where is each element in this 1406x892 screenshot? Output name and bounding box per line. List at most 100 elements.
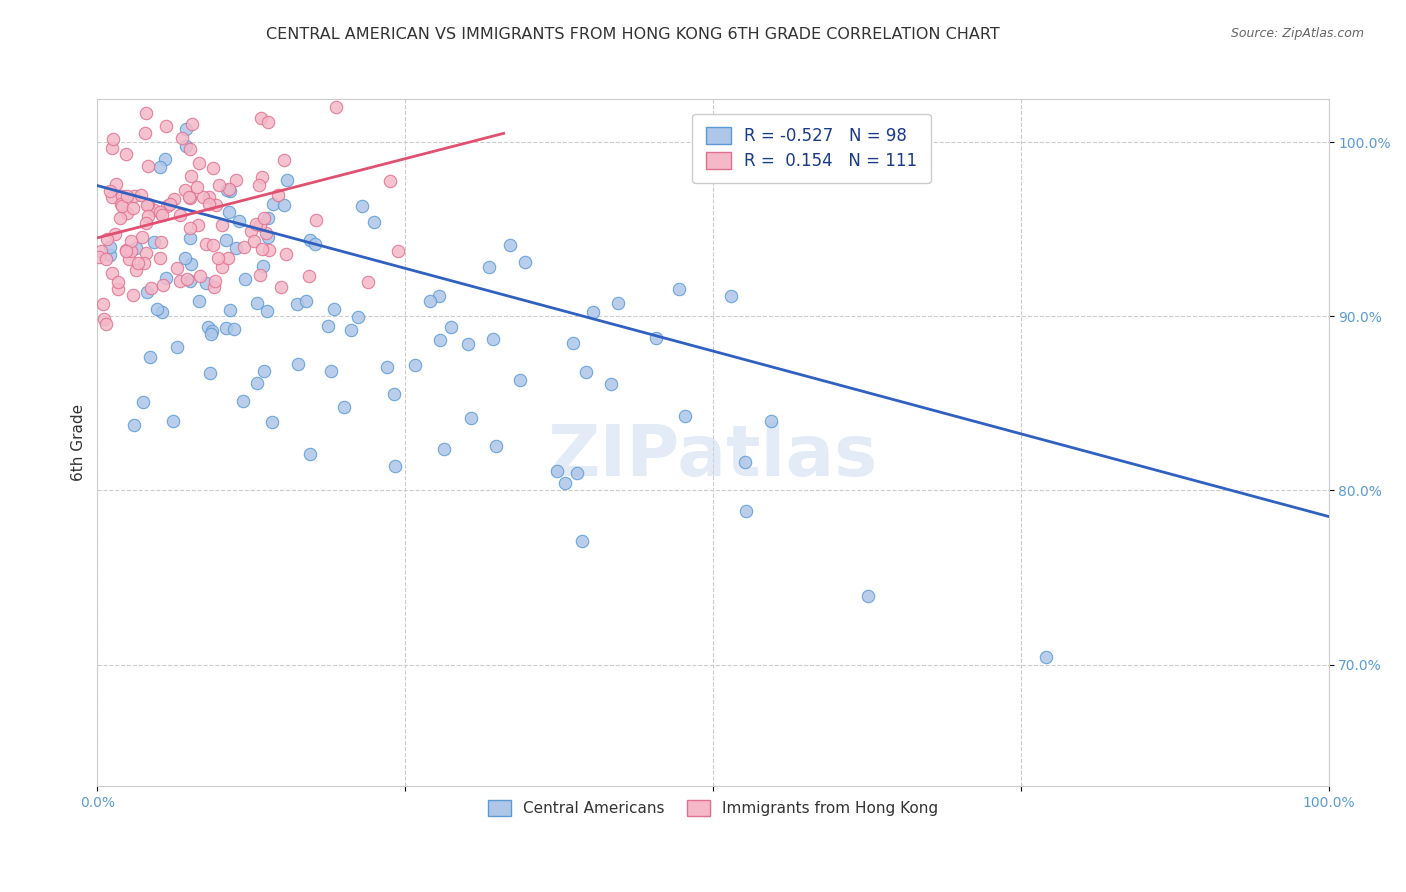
Point	[382, 387, 405, 401]
Point	[138, 350, 160, 364]
Point	[419, 294, 441, 309]
Point	[174, 122, 197, 136]
Point	[150, 208, 173, 222]
Point	[107, 275, 129, 289]
Point	[257, 243, 280, 257]
Point	[141, 281, 163, 295]
Point	[93, 312, 115, 326]
Point	[115, 189, 138, 203]
Point	[404, 358, 426, 372]
Point	[101, 266, 124, 280]
Point	[565, 466, 588, 480]
Point	[554, 475, 576, 490]
Point	[110, 197, 132, 211]
Point	[179, 191, 201, 205]
Point	[132, 394, 155, 409]
Point	[188, 269, 211, 284]
Point	[276, 247, 298, 261]
Point	[254, 227, 277, 241]
Point	[173, 183, 195, 197]
Point	[98, 184, 121, 198]
Point	[250, 111, 273, 125]
Point	[668, 282, 690, 296]
Point	[197, 190, 219, 204]
Y-axis label: 6th Grade: 6th Grade	[72, 404, 86, 481]
Point	[101, 141, 124, 155]
Point	[159, 196, 181, 211]
Point	[134, 126, 156, 140]
Point	[607, 296, 630, 310]
Point	[299, 447, 322, 461]
Point	[250, 243, 273, 257]
Point	[96, 232, 118, 246]
Point	[561, 336, 583, 351]
Point	[217, 251, 239, 265]
Point	[101, 189, 124, 203]
Point	[247, 178, 270, 192]
Point	[135, 246, 157, 260]
Point	[429, 333, 451, 347]
Point	[228, 214, 250, 228]
Point	[136, 209, 159, 223]
Point	[169, 208, 191, 222]
Point	[197, 319, 219, 334]
Text: CENTRAL AMERICAN VS IMMIGRANTS FROM HONG KONG 6TH GRADE CORRELATION CHART: CENTRAL AMERICAN VS IMMIGRANTS FROM HONG…	[266, 27, 1000, 42]
Point	[101, 132, 124, 146]
Point	[1035, 650, 1057, 665]
Point	[136, 285, 159, 300]
Point	[201, 161, 224, 175]
Point	[427, 289, 450, 303]
Point	[198, 197, 221, 211]
Point	[132, 256, 155, 270]
Point	[110, 199, 132, 213]
Point	[333, 400, 356, 414]
Point	[155, 270, 177, 285]
Point	[384, 458, 406, 473]
Point	[339, 323, 361, 337]
Point	[207, 251, 229, 265]
Point	[270, 280, 292, 294]
Point	[180, 257, 202, 271]
Point	[571, 534, 593, 549]
Point	[114, 147, 136, 161]
Point	[91, 297, 114, 311]
Point	[115, 244, 138, 258]
Point	[181, 117, 204, 131]
Point	[298, 268, 321, 283]
Point	[222, 322, 245, 336]
Point	[249, 219, 271, 233]
Point	[218, 204, 240, 219]
Point	[363, 215, 385, 229]
Point	[122, 288, 145, 302]
Point	[122, 189, 145, 203]
Point	[735, 503, 758, 517]
Point	[218, 182, 240, 196]
Point	[143, 235, 166, 249]
Point	[481, 332, 503, 346]
Point	[155, 120, 177, 134]
Point	[166, 340, 188, 354]
Point	[129, 188, 152, 202]
Point	[177, 190, 200, 204]
Point	[256, 230, 278, 244]
Point	[115, 243, 138, 257]
Point	[162, 414, 184, 428]
Point	[215, 233, 238, 247]
Point	[135, 216, 157, 230]
Point	[249, 268, 271, 283]
Point	[105, 177, 128, 191]
Point	[198, 366, 221, 380]
Point	[734, 455, 756, 469]
Point	[276, 173, 298, 187]
Point	[346, 310, 368, 324]
Point	[350, 199, 373, 213]
Point	[108, 211, 131, 225]
Point	[378, 174, 401, 188]
Point	[179, 274, 201, 288]
Point	[599, 377, 621, 392]
Point	[323, 301, 346, 316]
Point	[484, 439, 506, 453]
Point	[179, 221, 201, 235]
Point	[90, 244, 112, 258]
Point	[457, 337, 479, 351]
